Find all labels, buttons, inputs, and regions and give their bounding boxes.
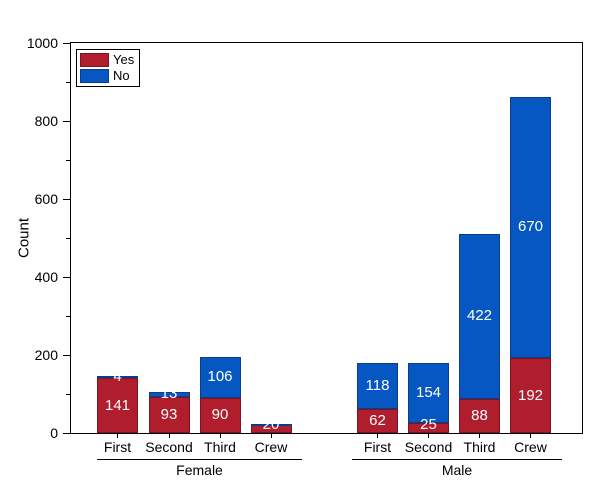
y-axis-tick-label: 400 <box>34 269 58 285</box>
y-axis-minor-tick <box>66 315 71 317</box>
x-axis-tick <box>530 433 531 438</box>
legend-label-yes: Yes <box>113 52 135 67</box>
bar-segment-yes <box>97 378 138 433</box>
bar-value-label: 93 <box>160 405 178 423</box>
bar-value-label: 106 <box>207 368 233 386</box>
bar-segment-yes <box>510 358 551 433</box>
group-label: Male <box>441 462 473 478</box>
y-axis-tick-label: 1000 <box>26 35 58 51</box>
y-axis-major-tick <box>63 120 71 122</box>
x-axis-tick <box>117 433 118 438</box>
y-axis-tick-label: 800 <box>34 113 58 129</box>
bar-value-label: 20 <box>262 416 280 433</box>
bar-value-label: 192 <box>517 386 544 404</box>
bar-value-label: 154 <box>415 384 442 402</box>
category-label: First <box>363 439 392 455</box>
y-axis-major-tick <box>63 198 71 200</box>
bar-value-label: 88 <box>471 406 488 424</box>
category-label: Second <box>145 439 193 455</box>
legend-item-yes: Yes <box>80 52 136 68</box>
x-axis-tick <box>168 433 170 438</box>
y-axis-major-tick <box>63 354 71 356</box>
group-underline <box>97 459 302 460</box>
bar-segment-yes <box>199 397 241 433</box>
bar-value-label: 118 <box>365 376 390 394</box>
group-label: Female <box>176 462 223 478</box>
y-axis-tick-label: 200 <box>34 347 58 363</box>
x-axis-tick <box>219 433 221 438</box>
x-axis-tick <box>270 433 272 438</box>
bar-value-label: 90 <box>211 406 229 424</box>
x-axis-tick <box>479 433 480 438</box>
bar-segment-yes <box>357 408 398 433</box>
category-label: First <box>103 439 132 455</box>
bar-segment-no <box>510 96 551 359</box>
group-underline <box>352 459 562 460</box>
bar-segment-yes <box>408 423 449 433</box>
bar-segment-no <box>148 391 190 397</box>
bar-segment-no <box>97 376 138 379</box>
bar-segment-no <box>250 424 292 427</box>
category-label: Third <box>204 439 236 455</box>
bar-value-label: 25 <box>420 416 437 433</box>
y-axis-major-tick <box>63 276 71 278</box>
y-axis-title: Count <box>15 217 33 259</box>
bar-segment-yes <box>459 398 500 433</box>
y-axis-tick-label: 0 <box>50 425 58 441</box>
category-label: Third <box>463 439 496 455</box>
y-axis-major-tick <box>63 42 71 44</box>
bar-segment-yes <box>148 396 190 433</box>
category-label: Second <box>404 439 453 455</box>
legend-swatch-no-icon <box>80 69 109 83</box>
bar-segment-no <box>408 363 449 424</box>
x-axis-tick <box>377 433 378 438</box>
bar-value-label: 141 <box>104 396 131 414</box>
bar-value-label: 4 <box>113 368 122 386</box>
bar-value-label: 422 <box>466 307 493 325</box>
y-axis-minor-tick <box>66 159 71 161</box>
y-axis-minor-tick <box>66 237 71 239</box>
legend-label-no: No <box>113 68 130 83</box>
category-label: Crew <box>514 439 547 455</box>
bar-value-label: 13 <box>160 385 178 403</box>
plot-area <box>70 42 583 434</box>
y-axis-tick-label: 600 <box>34 191 58 207</box>
y-axis-minor-tick <box>66 393 71 395</box>
bar-segment-no <box>357 362 398 409</box>
legend: Yes No <box>76 49 140 87</box>
bar-segment-no <box>199 356 241 398</box>
y-axis-major-tick <box>63 432 71 434</box>
bar-value-label: 670 <box>517 218 544 236</box>
legend-swatch-yes-icon <box>80 53 109 67</box>
bar-segment-no <box>459 234 500 399</box>
legend-item-no: No <box>80 68 136 84</box>
x-axis-tick <box>428 433 429 438</box>
category-label: Crew <box>254 439 288 455</box>
bar-value-label: 62 <box>369 411 386 429</box>
y-axis-minor-tick <box>66 81 71 83</box>
